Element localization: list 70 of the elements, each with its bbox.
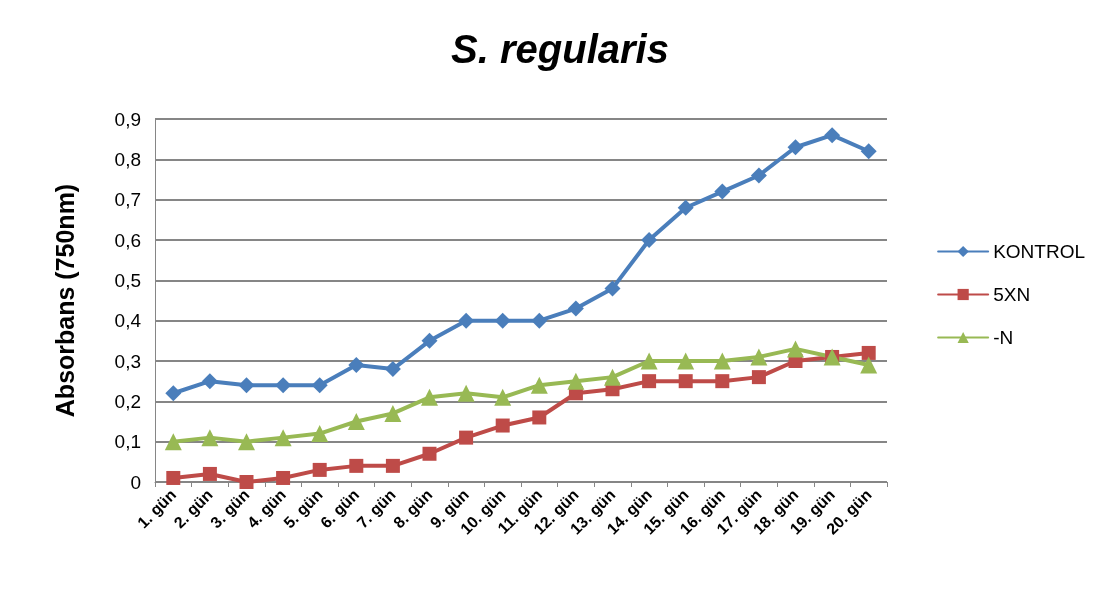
point xyxy=(860,143,877,160)
point xyxy=(640,352,658,370)
point xyxy=(201,429,219,447)
point xyxy=(604,368,621,386)
point xyxy=(238,433,255,451)
legend-label: -N xyxy=(993,327,1014,348)
y-tick-label: 0 xyxy=(130,471,141,493)
point xyxy=(312,462,327,477)
point xyxy=(384,361,401,378)
point xyxy=(166,470,181,485)
point xyxy=(750,167,767,184)
point xyxy=(165,385,182,402)
point xyxy=(274,429,292,447)
point xyxy=(385,458,400,473)
point xyxy=(421,332,438,349)
point xyxy=(457,384,475,402)
point xyxy=(164,433,182,451)
y-tick-label: 0,5 xyxy=(114,269,141,291)
point xyxy=(787,139,804,156)
point xyxy=(532,410,547,425)
point xyxy=(750,348,768,366)
point xyxy=(495,418,510,433)
y-tick-label: 0,9 xyxy=(114,108,141,130)
point xyxy=(384,404,402,422)
y-tick-label: 0,4 xyxy=(114,310,142,332)
y-tick-label: 0,8 xyxy=(114,148,141,170)
point xyxy=(641,232,658,248)
point xyxy=(604,280,621,297)
chart-title: S. regularis xyxy=(451,27,669,71)
point xyxy=(276,470,291,485)
legend-label: KONTROL xyxy=(993,241,1086,262)
y-tick-label: 0,1 xyxy=(114,431,141,453)
point xyxy=(311,425,329,443)
point xyxy=(238,377,255,394)
point xyxy=(494,312,511,329)
point xyxy=(530,376,548,394)
point xyxy=(459,430,474,445)
point xyxy=(677,199,694,216)
point xyxy=(494,388,512,406)
point xyxy=(787,340,804,358)
point xyxy=(567,300,584,317)
point xyxy=(421,388,438,406)
point xyxy=(349,458,364,473)
point xyxy=(347,413,365,430)
point xyxy=(642,374,657,389)
y-tick-label: 0,6 xyxy=(114,229,141,251)
y-tick-label: 0,7 xyxy=(114,189,141,211)
point xyxy=(751,370,766,385)
legend-label: 5XN xyxy=(993,284,1031,305)
point xyxy=(861,345,876,360)
point xyxy=(824,127,841,144)
point xyxy=(531,312,548,329)
point xyxy=(311,377,328,394)
y-tick-label: 0,2 xyxy=(114,390,141,412)
point xyxy=(458,312,475,329)
point xyxy=(239,475,254,489)
y-axis-title: Absorbans (750nm) xyxy=(50,183,79,418)
y-tick-label: 0,3 xyxy=(114,350,141,372)
point xyxy=(567,372,585,390)
point xyxy=(275,377,292,394)
point xyxy=(348,357,365,374)
point xyxy=(715,374,730,389)
point xyxy=(422,446,437,461)
point xyxy=(202,466,217,481)
point xyxy=(678,374,693,389)
point xyxy=(677,352,695,370)
point xyxy=(201,373,218,390)
point xyxy=(714,183,731,200)
point xyxy=(713,352,731,370)
point xyxy=(860,356,878,374)
